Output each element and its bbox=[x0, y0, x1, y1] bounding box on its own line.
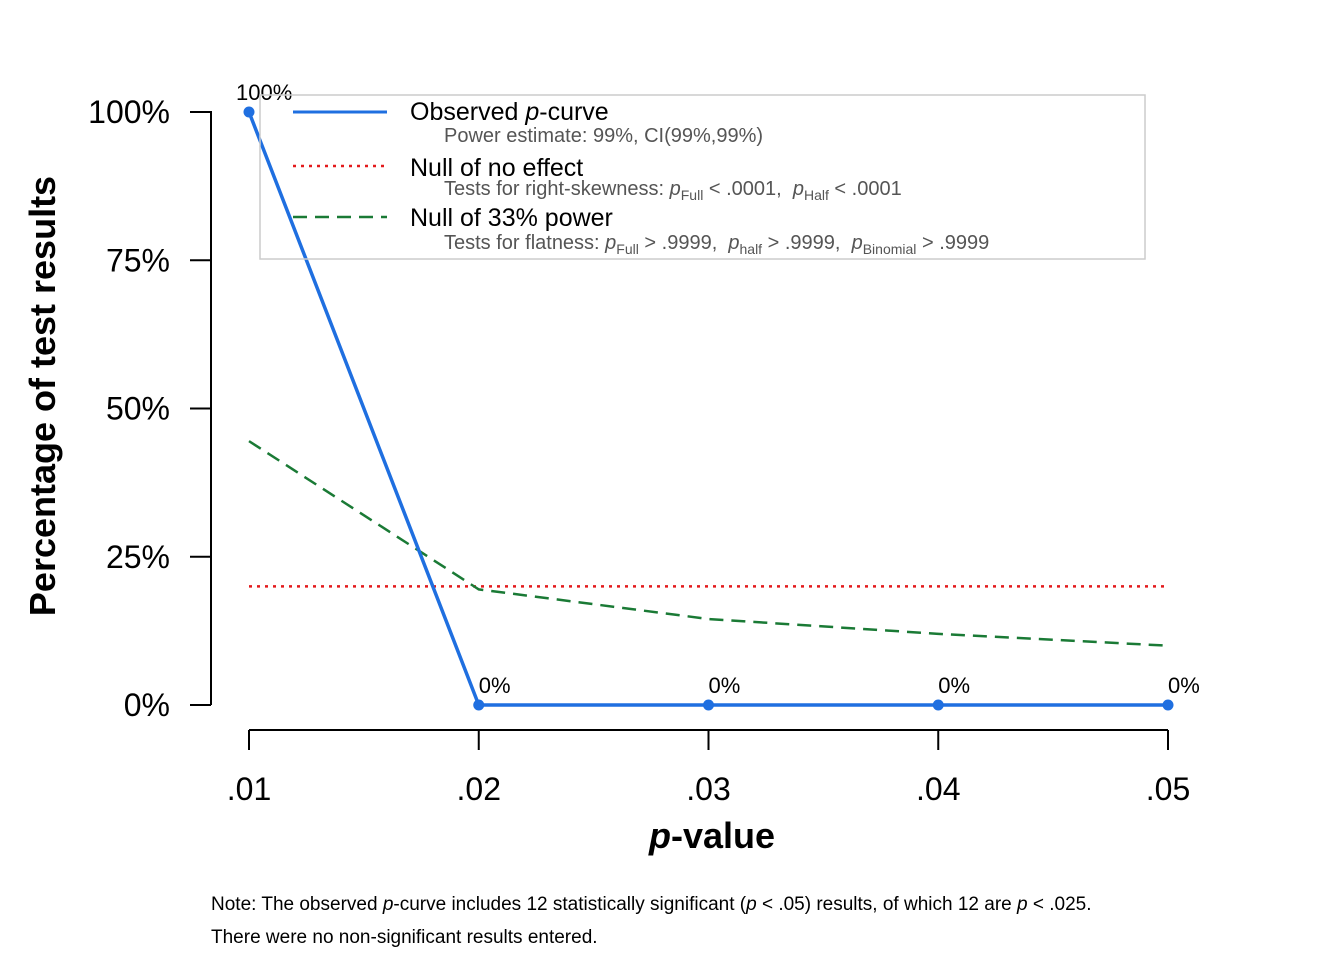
x-tick-label-4: .05 bbox=[1146, 771, 1190, 807]
note-1c: -curve includes 12 statistically signifi… bbox=[393, 894, 746, 915]
legend-null-power-title: Null of 33% power bbox=[410, 204, 613, 232]
legend-observed-sub: Power estimate: 99%, CI(99%,99%) bbox=[444, 125, 763, 147]
y-tick-label-100: 100% bbox=[88, 94, 170, 130]
observed-point-label-0: 100% bbox=[236, 80, 292, 105]
observed-point-3 bbox=[932, 699, 944, 711]
y-tick-label-25: 25% bbox=[106, 539, 170, 575]
legend: Observed p-curve Power estimate: 99%, CI… bbox=[259, 94, 1146, 260]
legend-np-p2-sub: half bbox=[740, 241, 763, 257]
legend-box bbox=[259, 94, 1146, 260]
observed-point-4 bbox=[1162, 699, 1174, 711]
y-axis: 0% 25% 50% 75% 100% bbox=[88, 94, 212, 723]
legend-observed-title: Observed p-curve bbox=[410, 98, 609, 126]
legend-np-p1-sub: Full bbox=[616, 241, 639, 257]
point-labels: 100% 0% 0% 0% 0% bbox=[236, 80, 1200, 698]
observed-point-label-1: 0% bbox=[479, 673, 511, 698]
legend-np-p3: p bbox=[851, 232, 863, 254]
y-axis-title: Percentage of test results bbox=[22, 176, 63, 616]
note-1b: p bbox=[382, 894, 394, 915]
y-tick-label-50: 50% bbox=[106, 391, 170, 427]
x-tick-label-2: .03 bbox=[686, 771, 730, 807]
legend-ne-p2-sub: Half bbox=[804, 187, 829, 203]
observed-point-label-2: 0% bbox=[709, 673, 741, 698]
legend-np-p2-val: > .9999, bbox=[762, 232, 852, 254]
observed-point-0 bbox=[243, 106, 255, 118]
legend-null-power-sub: Tests for flatness: pFull > .9999, phalf… bbox=[444, 232, 989, 257]
legend-np-p3-sub: Binomial bbox=[863, 241, 917, 257]
x-axis-title-italic: p bbox=[648, 815, 671, 856]
legend-np-pre: Tests for flatness: bbox=[444, 232, 605, 254]
observed-p-curve-series bbox=[243, 106, 1174, 711]
observed-point-1 bbox=[473, 699, 485, 711]
note-line-2: There were no non-significant results en… bbox=[211, 927, 598, 948]
legend-ne-p1-val: < .0001, bbox=[703, 178, 793, 200]
legend-observed-title-pre: Observed bbox=[410, 98, 525, 126]
note-1a: Note: The observed bbox=[211, 894, 383, 915]
observed-point-2 bbox=[703, 699, 714, 711]
legend-observed-title-post: -curve bbox=[539, 98, 608, 126]
x-axis-title: p-value bbox=[648, 815, 775, 856]
legend-null-effect-sub: Tests for right-skewness: pFull < .0001,… bbox=[444, 178, 902, 203]
legend-ne-p1-sub: Full bbox=[681, 187, 704, 203]
legend-np-p2: p bbox=[727, 232, 739, 254]
null-33-power-line bbox=[248, 440, 1169, 647]
note-1f: p bbox=[1016, 894, 1028, 915]
legend-np-p1: p bbox=[604, 232, 616, 254]
legend-null-effect-title: Null of no effect bbox=[410, 154, 583, 182]
legend-np-p3-val: > .9999 bbox=[916, 232, 989, 254]
legend-ne-p1: p bbox=[669, 178, 681, 200]
x-tick-label-0: .01 bbox=[227, 771, 271, 807]
note-1g: < .025. bbox=[1028, 894, 1092, 915]
legend-observed-title-italic: p bbox=[524, 98, 539, 126]
legend-ne-p2: p bbox=[792, 178, 804, 200]
x-tick-label-3: .04 bbox=[916, 771, 960, 807]
observed-point-label-3: 0% bbox=[938, 673, 970, 698]
y-tick-label-75: 75% bbox=[106, 242, 170, 278]
null-33-power-series bbox=[248, 440, 1169, 647]
observed-p-curve-line bbox=[247, 111, 1168, 707]
note-line-1: Note: The observed p-curve includes 12 s… bbox=[211, 894, 1092, 915]
x-tick-label-1: .02 bbox=[457, 771, 501, 807]
note-1e: < .05) results, of which 12 are bbox=[757, 894, 1017, 915]
legend-ne-p2-val: < .0001 bbox=[829, 178, 902, 200]
legend-ne-pre: Tests for right-skewness: bbox=[444, 178, 670, 200]
note-1d: p bbox=[745, 894, 757, 915]
observed-point-label-4: 0% bbox=[1168, 673, 1200, 698]
x-axis: .01 .02 .03 .04 .05 bbox=[227, 729, 1190, 807]
y-tick-label-0: 0% bbox=[124, 687, 170, 723]
x-axis-title-rest: -value bbox=[671, 815, 775, 856]
legend-np-p1-val: > .9999, bbox=[639, 232, 729, 254]
